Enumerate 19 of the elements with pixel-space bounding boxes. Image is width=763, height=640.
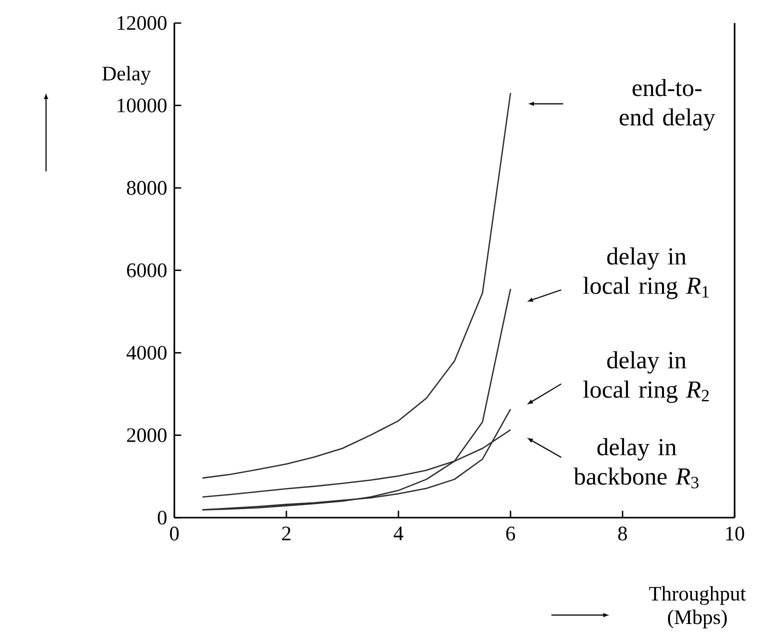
y-tick-label: 0 xyxy=(158,510,167,525)
y-tick-label: 4000 xyxy=(126,346,167,360)
annotation: delay in backbone R$_{3}$ xyxy=(574,438,698,489)
x-tick-label: 10 xyxy=(726,526,744,541)
y-tick-label: 2000 xyxy=(127,428,167,442)
y-axis-title: Delay xyxy=(102,66,151,85)
annotation: delay in local ring R$_{1}$ xyxy=(583,248,709,300)
y-tick-label: 8000 xyxy=(126,181,167,196)
y-tick-label: 10000 xyxy=(118,98,167,113)
x-tick-label: 2 xyxy=(282,526,290,540)
annotation: end-to-end delay xyxy=(620,79,716,131)
y-tick-label: 12000 xyxy=(118,16,167,30)
y-tick-label: 6000 xyxy=(127,264,167,278)
x-tick-label: 8 xyxy=(618,526,627,541)
x-tick-label: 0 xyxy=(170,526,179,541)
x-tick-label: 4 xyxy=(394,526,404,540)
x-tick-label: 6 xyxy=(506,526,516,541)
annotation: delay in local ring R$_{2}$ xyxy=(583,351,709,404)
x-axis-title: Throughput (Mbps) xyxy=(649,586,746,629)
